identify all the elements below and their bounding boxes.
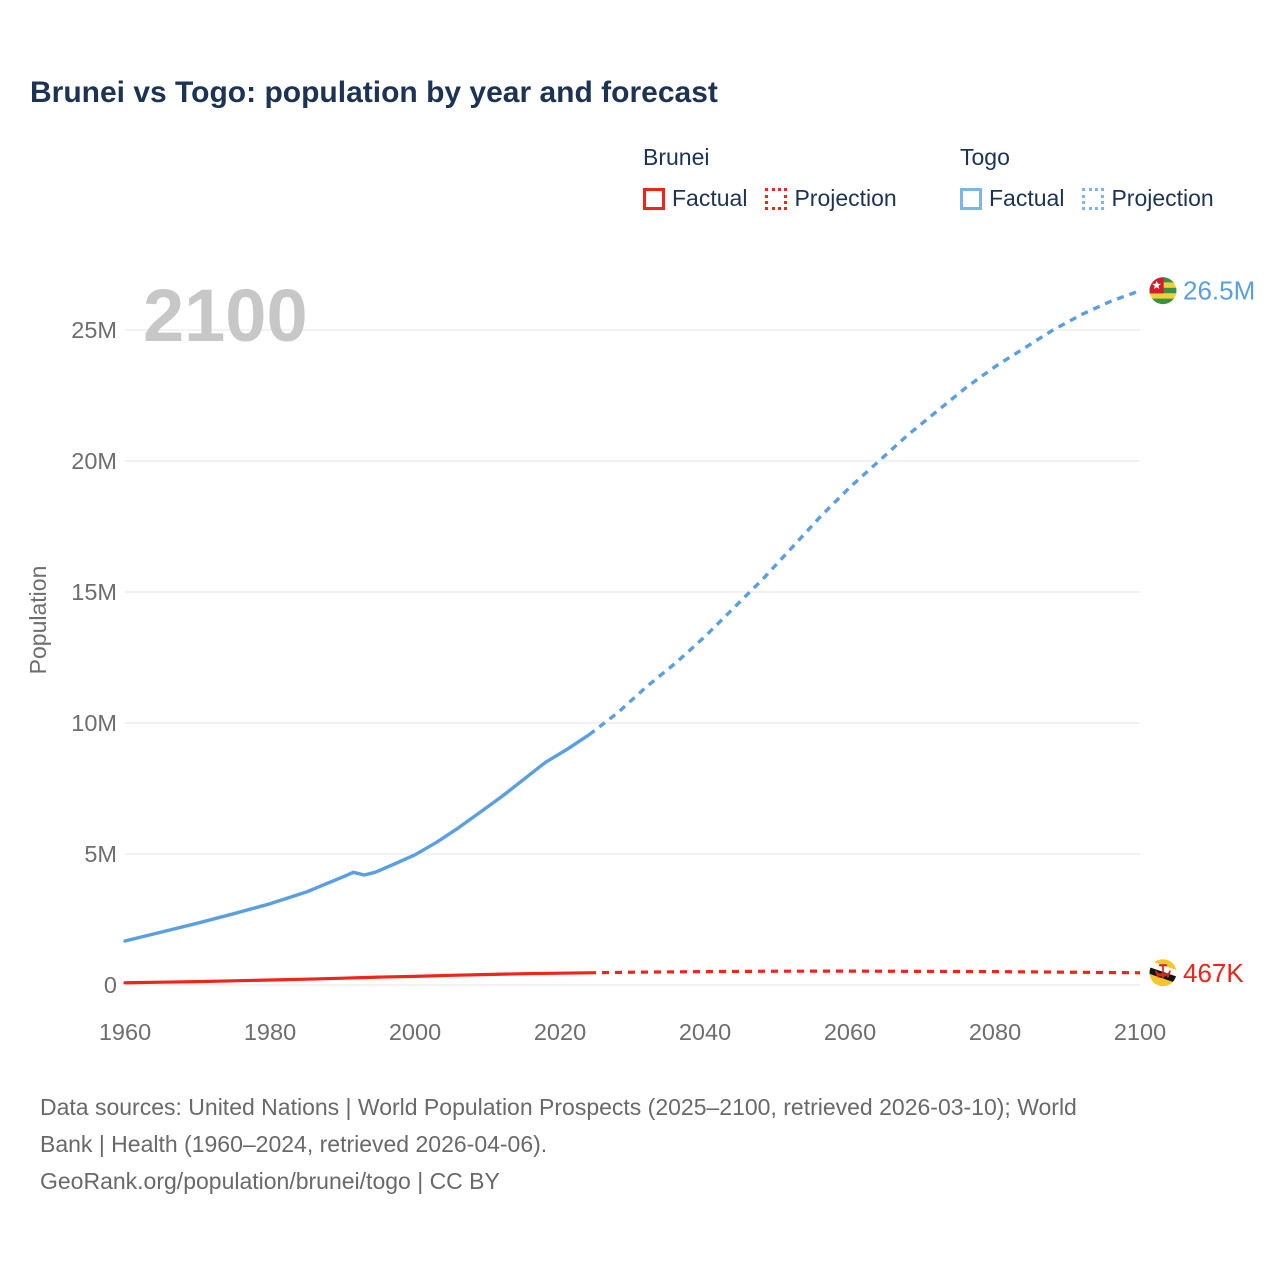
togo-end-value-label: 26.5M [1183,276,1255,306]
brunei-flag-icon [1149,959,1177,987]
legend-group-title-brunei: Brunei [643,144,710,170]
y-axis-tick-label: 15M [71,579,117,605]
y-axis-tick-label: 5M [84,841,117,867]
togo-factual-swatch-icon [960,187,982,210]
brunei-end-value-label: 467K [1183,958,1244,988]
legend-label: Factual [672,185,748,211]
y-axis-tick-label: 20M [71,448,117,474]
x-axis-tick-label: 2060 [824,1019,876,1045]
x-axis-tick-label: 2040 [679,1019,731,1045]
y-axis-tick-label: 0 [104,972,117,998]
legend-group-title-togo: Togo [960,144,1010,170]
togo-factual-line [123,733,591,943]
y-axis-tick-label: 25M [71,317,117,343]
legend-items-brunei: Factual Projection [643,185,897,212]
x-axis-tick-label: 2100 [1114,1019,1166,1045]
y-axis-tick-label: 10M [71,710,117,736]
legend-item-togo-factual[interactable]: Factual [960,185,1064,212]
brunei-projection-swatch-icon [765,187,788,210]
legend-label: Projection [794,185,897,211]
data-sources-line-2: Bank | Health (1960–2024, retrieved 2026… [40,1131,548,1157]
x-axis-tick-label: 2000 [389,1019,441,1045]
legend-group-brunei: Brunei Factual Projection [643,144,897,212]
legend-item-brunei-factual[interactable]: Factual [643,185,747,212]
footer: Data sources: United Nations | World Pop… [40,1089,1240,1200]
x-axis-tick-label: 1960 [99,1019,151,1045]
x-axis-tick-label: 1980 [244,1019,296,1045]
attribution-link: GeoRank.org/population/brunei/togo | CC … [40,1168,500,1194]
legend-items-togo: Factual Projection [960,185,1214,212]
legend-group-togo: Togo Factual Projection [960,144,1214,212]
data-sources-line-1: Data sources: United Nations | World Pop… [40,1094,1077,1120]
legend-label: Factual [989,185,1065,211]
brunei-factual-line [123,971,591,985]
x-axis-tick-label: 2080 [969,1019,1021,1045]
y-axis-title: Population [25,566,51,675]
togo-projection-line [587,289,1141,737]
x-axis-tick-label: 2020 [534,1019,586,1045]
legend-item-brunei-projection[interactable]: Projection [765,185,897,212]
legend-item-togo-projection[interactable]: Projection [1082,185,1214,212]
togo-flag-icon [1149,277,1177,305]
brunei-projection-line [588,969,1141,975]
legend-label: Projection [1111,185,1214,211]
brunei-factual-swatch-icon [643,187,665,210]
togo-projection-swatch-icon [1082,187,1105,210]
page-title: Brunei vs Togo: population by year and f… [30,76,718,109]
watermark-year: 2100 [143,274,308,357]
